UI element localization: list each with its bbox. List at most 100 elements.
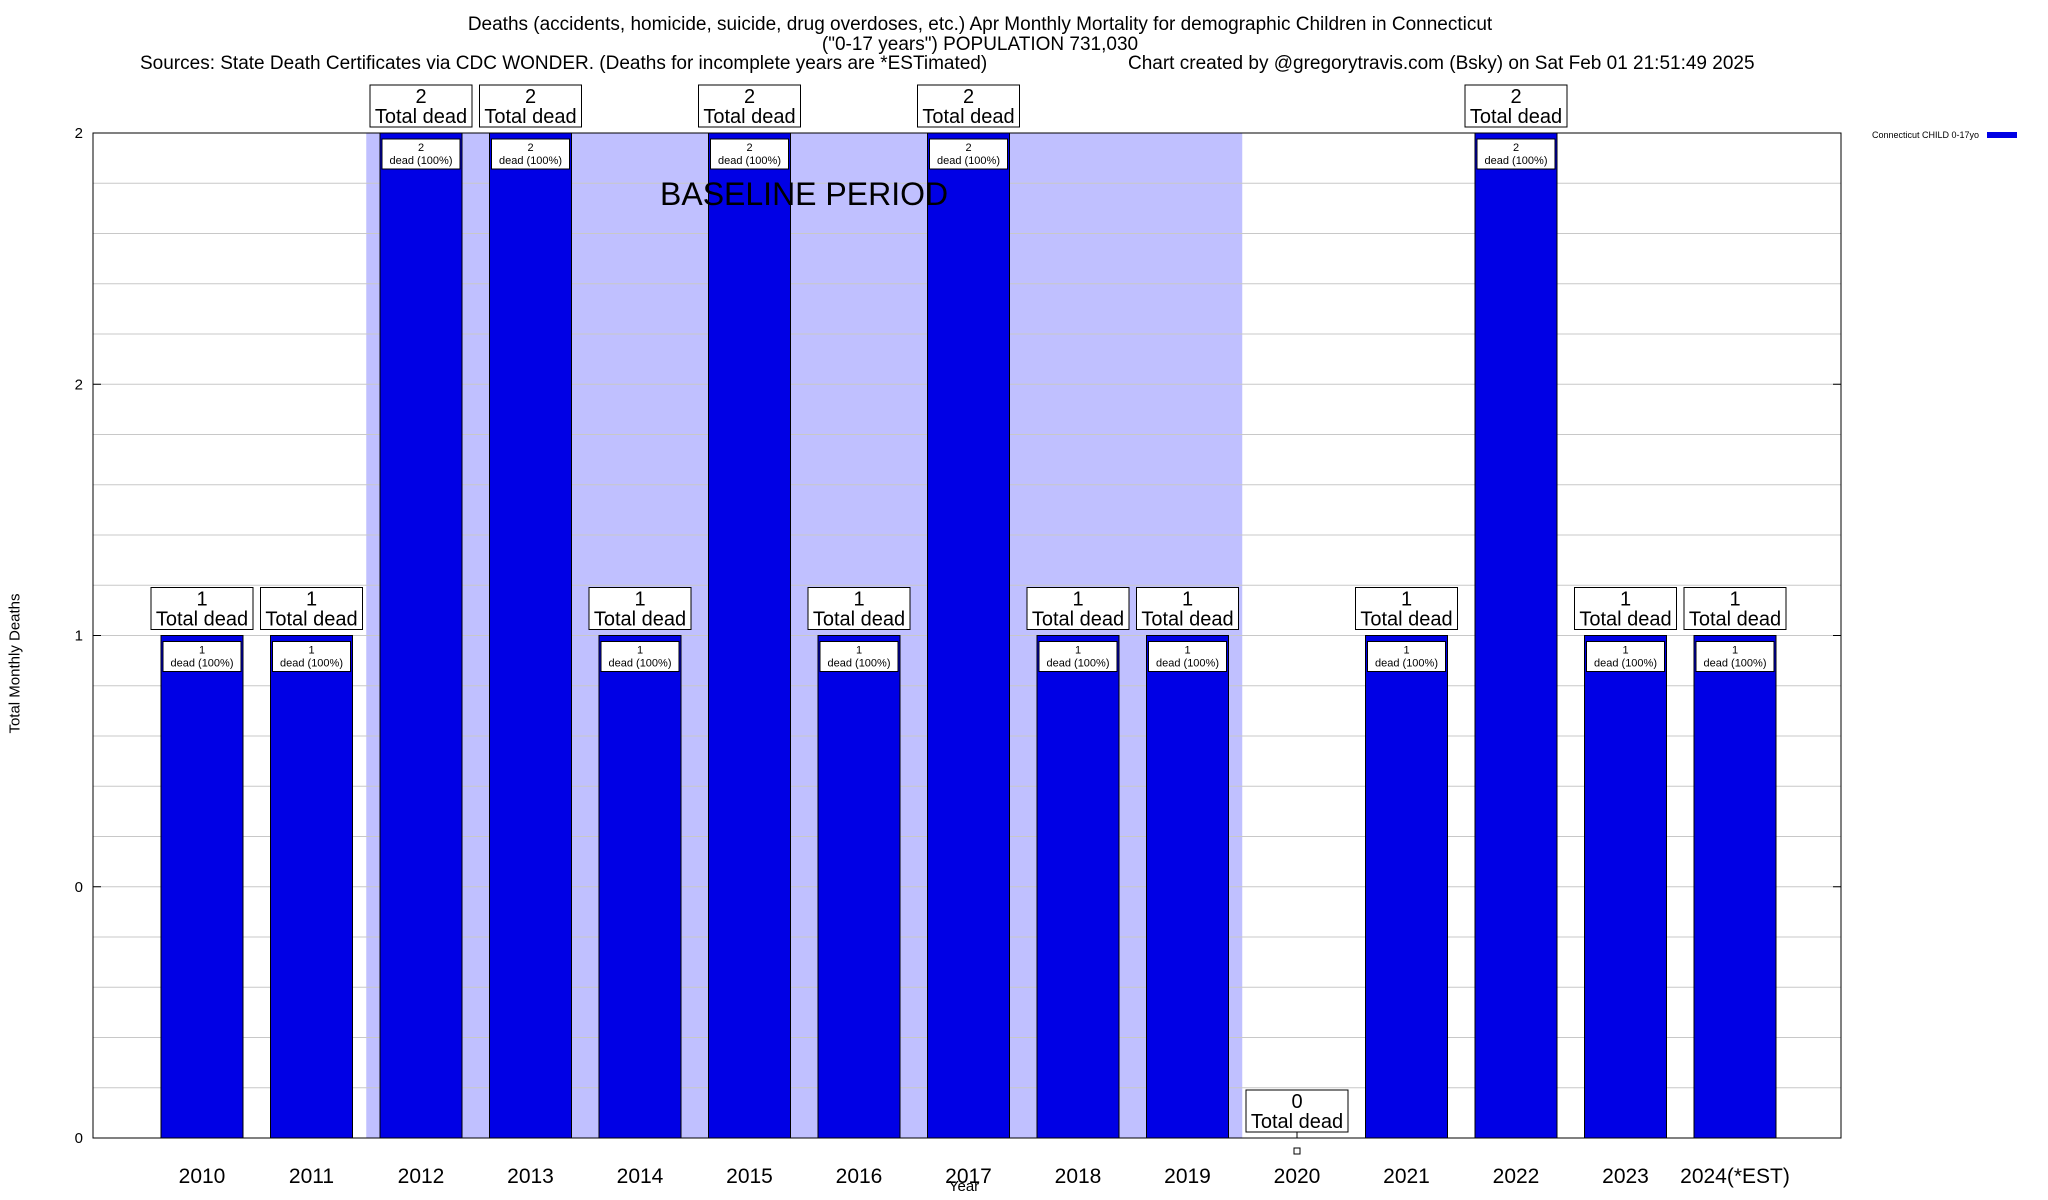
- x-tick-label: 2020: [1274, 1165, 1321, 1188]
- chart-title-line-2: ("0-17 years") POPULATION 731,030: [821, 34, 1139, 55]
- svg-text:1: 1: [1184, 645, 1190, 657]
- x-tick-label: 2016: [836, 1165, 883, 1188]
- bar-2018: [1036, 635, 1120, 1139]
- bar-2024(*EST): [1693, 635, 1777, 1139]
- x-tick-label: 2023: [1602, 1165, 1649, 1188]
- svg-text:1: 1: [1403, 645, 1409, 657]
- svg-text:1: 1: [196, 589, 207, 611]
- y-tick-label: 0: [75, 1130, 83, 1147]
- svg-text:Total dead: Total dead: [922, 106, 1014, 128]
- svg-text:2: 2: [1513, 142, 1519, 154]
- svg-text:2: 2: [746, 142, 752, 154]
- svg-text:Total dead: Total dead: [265, 609, 357, 631]
- svg-text:dead (100%): dead (100%): [499, 155, 562, 167]
- svg-text:1: 1: [1729, 589, 1740, 611]
- y-tick-label: 2: [75, 376, 83, 393]
- svg-text:1: 1: [308, 645, 314, 657]
- chart-title-line-1: Deaths (accidents, homicide, suicide, dr…: [467, 14, 1493, 35]
- svg-text:Total dead: Total dead: [1689, 609, 1781, 631]
- svg-text:1: 1: [853, 589, 864, 611]
- svg-text:2: 2: [525, 86, 536, 108]
- svg-text:Total dead: Total dead: [1579, 609, 1671, 631]
- svg-text:2: 2: [744, 86, 755, 108]
- x-tick-label: 2010: [179, 1165, 226, 1188]
- svg-text:dead (100%): dead (100%): [1704, 658, 1767, 670]
- bar-2017: [927, 132, 1010, 1139]
- svg-text:1: 1: [1075, 645, 1081, 657]
- x-tick-label: 2014: [617, 1165, 664, 1188]
- x-tick-label: 2012: [398, 1165, 445, 1188]
- legend-swatch: [1987, 132, 2018, 138]
- x-tick-label: 2013: [507, 1165, 554, 1188]
- svg-text:Total dead: Total dead: [1360, 609, 1452, 631]
- y-tick-label: 1: [75, 628, 83, 645]
- svg-text:2: 2: [1510, 86, 1521, 108]
- svg-text:dead (100%): dead (100%): [937, 155, 1000, 167]
- svg-text:dead (100%): dead (100%): [171, 658, 234, 670]
- bar-2014: [598, 635, 682, 1139]
- y-tick-label: 2: [75, 125, 83, 142]
- svg-text:Total dead: Total dead: [1032, 609, 1124, 631]
- svg-text:1: 1: [199, 645, 205, 657]
- svg-text:dead (100%): dead (100%): [280, 658, 343, 670]
- bar-2023: [1584, 635, 1667, 1139]
- bar-2010: [160, 635, 244, 1139]
- x-tick-label: 2024(*EST): [1680, 1165, 1790, 1188]
- svg-text:Total dead: Total dead: [484, 106, 576, 128]
- svg-text:Total dead: Total dead: [1251, 1111, 1343, 1133]
- svg-text:1: 1: [637, 645, 643, 657]
- svg-text:1: 1: [1732, 645, 1738, 657]
- bar-2021: [1365, 635, 1448, 1139]
- svg-text:Total dead: Total dead: [594, 609, 686, 631]
- legend-entry-label: Connecticut CHILD 0-17yo: [1872, 130, 1980, 140]
- svg-text:Total dead: Total dead: [1470, 106, 1562, 128]
- svg-text:dead (100%): dead (100%): [1375, 658, 1438, 670]
- svg-text:dead (100%): dead (100%): [390, 155, 453, 167]
- svg-text:Total dead: Total dead: [1141, 609, 1233, 631]
- svg-text:dead (100%): dead (100%): [718, 155, 781, 167]
- svg-text:2: 2: [527, 142, 533, 154]
- x-axis-label: Year: [948, 1178, 980, 1195]
- svg-text:dead (100%): dead (100%): [1485, 155, 1548, 167]
- bar-2016: [817, 635, 901, 1139]
- svg-text:dead (100%): dead (100%): [1594, 658, 1657, 670]
- svg-text:Total dead: Total dead: [375, 106, 467, 128]
- y-tick-label: 0: [75, 879, 83, 896]
- bar-2013: [489, 132, 572, 1139]
- x-tick-label: 2011: [289, 1165, 334, 1188]
- svg-text:2: 2: [963, 86, 974, 108]
- bar-2012: [379, 132, 463, 1139]
- svg-text:1: 1: [634, 589, 645, 611]
- x-tick-label: 2015: [726, 1165, 773, 1188]
- x-tick-label: 2019: [1164, 1165, 1211, 1188]
- x-tick-label: 2017: [945, 1165, 992, 1188]
- svg-text:1: 1: [1072, 589, 1083, 611]
- chart-credit-note: Chart created by @gregorytravis.com (Bsk…: [1128, 53, 1755, 74]
- svg-text:dead (100%): dead (100%): [609, 658, 672, 670]
- svg-text:dead (100%): dead (100%): [828, 658, 891, 670]
